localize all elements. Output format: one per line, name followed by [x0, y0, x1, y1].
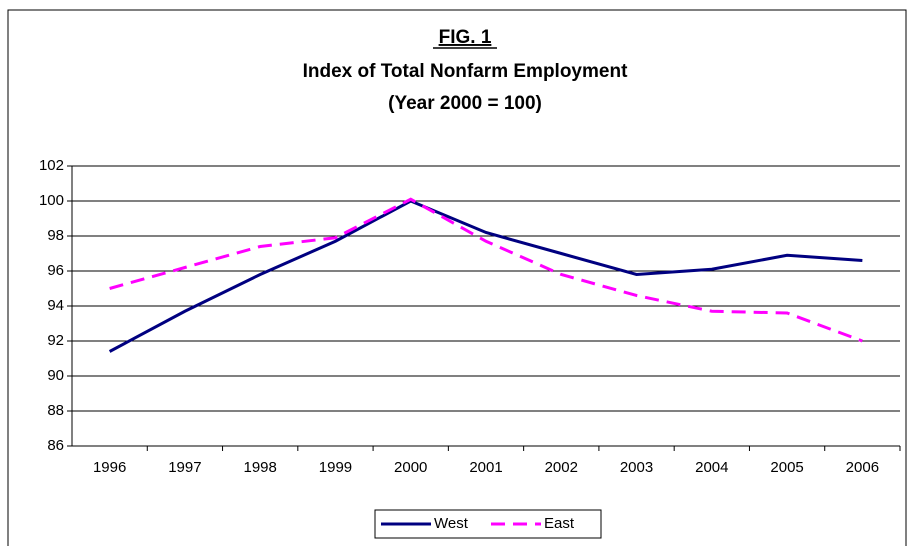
- x-tick-label: 2002: [545, 459, 578, 476]
- x-tick-label: 2003: [620, 459, 653, 476]
- x-tick-label: 2006: [846, 459, 879, 476]
- x-tick-label: 1999: [319, 459, 352, 476]
- x-tick-label: 2000: [394, 459, 427, 476]
- x-tick-label: 2004: [695, 459, 728, 476]
- chart-subtitle: (Year 2000 = 100): [388, 93, 542, 114]
- y-tick-label: 102: [39, 157, 64, 174]
- series-line: [108, 199, 863, 353]
- y-tick-label: 98: [47, 227, 64, 244]
- y-tick-label: 96: [47, 262, 64, 279]
- x-tick-label: 1997: [168, 459, 201, 476]
- y-tick-label: 92: [47, 332, 64, 349]
- series-line: [109, 197, 863, 343]
- x-tick-label: 2005: [770, 459, 803, 476]
- legend-label: East: [544, 515, 575, 532]
- x-tick-label: 1998: [243, 459, 276, 476]
- y-tick-label: 88: [47, 402, 64, 419]
- chart-subtitle: Index of Total Nonfarm Employment: [303, 61, 628, 82]
- y-tick-label: 100: [39, 192, 64, 209]
- chart-frame: [7, 9, 907, 546]
- legend-label: West: [434, 515, 469, 532]
- x-tick-label: 1996: [93, 459, 126, 476]
- y-tick-label: 86: [47, 437, 64, 454]
- y-tick-label: 90: [47, 367, 64, 384]
- y-tick-label: 94: [47, 297, 64, 314]
- chart-title: FIG. 1: [439, 27, 492, 48]
- x-tick-label: 2001: [469, 459, 502, 476]
